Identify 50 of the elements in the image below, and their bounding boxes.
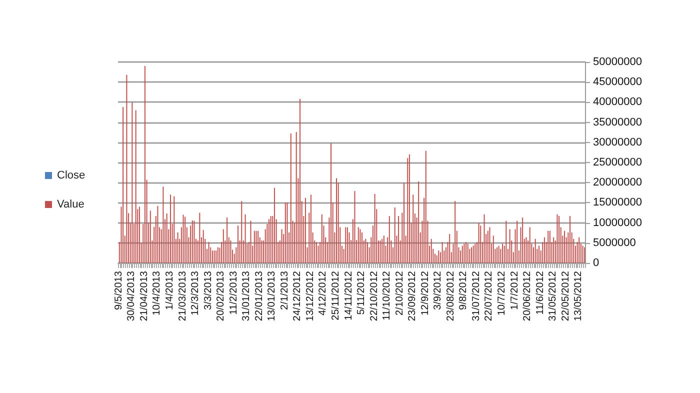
legend-label: Close	[57, 170, 86, 182]
x-tick-label: 21/03/2013	[177, 270, 188, 322]
x-tick-label: 22/05/2012	[560, 270, 572, 322]
x-tick-label: 9/5/2013	[113, 270, 124, 310]
y-tick-label: 10000000	[593, 216, 642, 229]
x-tick-label: 31/07/2012	[470, 270, 482, 322]
x-tick-label: 13/01/2013	[266, 270, 278, 322]
x-tick-label: 31/05/2012	[548, 270, 559, 322]
x-tick-label: 13/05/2012	[573, 270, 584, 322]
y-tick-label: 5000000	[593, 236, 636, 249]
x-tick-label: 3/9/2012	[432, 270, 444, 310]
x-tick-label: 25/11/2012	[330, 270, 342, 320]
x-tick-label: 21/04/2013	[138, 270, 150, 322]
x-tick-label: 20/02/2013	[216, 270, 227, 322]
x-tick-label: 23/09/2012	[407, 270, 418, 322]
y-tick-label: 0	[593, 257, 600, 269]
x-tick-label: 30/04/2013	[126, 270, 138, 322]
legend-label: Value	[57, 198, 84, 210]
x-tick-label: 5/11/2012	[356, 270, 368, 315]
x-tick-label: 1/4/2013	[164, 270, 176, 310]
y-tick-label: 20000000	[593, 176, 642, 189]
x-tick-label: 20/06/2012	[522, 270, 534, 322]
x-tick-label: 2/10/2012	[394, 270, 406, 316]
y-tick-label: 45000000	[593, 76, 642, 88]
x-tick-label: 23/08/2012	[445, 270, 456, 322]
x-tick-label: 1/7/2012	[509, 270, 520, 310]
y-tick-label: 15000000	[593, 196, 642, 209]
y-tick-label: 30000000	[593, 136, 642, 148]
x-tick-label: 11/6/2012	[534, 270, 546, 315]
x-tick-label: 22/10/2012	[368, 270, 380, 322]
x-tick-label: 14/11/2012	[343, 270, 354, 320]
x-tick-label: 11/2/2013	[228, 270, 240, 315]
x-tick-label: 11/10/2012	[382, 270, 393, 320]
x-tick-label: 31/01/2013	[241, 270, 252, 322]
x-tick-label: 12/9/2012	[420, 270, 431, 316]
x-tick-label: 3/3/2013	[202, 270, 214, 310]
x-tick-label: 22/07/2012	[484, 270, 495, 322]
x-tick-label: 4/12/2012	[318, 270, 329, 316]
y-tick-label: 35000000	[593, 116, 642, 128]
y-tick-label: 25000000	[593, 156, 642, 168]
x-tick-label: 9/8/2012	[458, 270, 470, 310]
x-tick-label: 10/7/2012	[496, 270, 508, 316]
x-tick-label: 24/12/2012	[292, 270, 304, 322]
x-tick-label: 10/4/2013	[152, 270, 163, 316]
y-tick-label: 50000000	[593, 56, 642, 68]
x-tick-label: 12/3/2013	[190, 270, 202, 316]
x-tick-label: 13/12/2012	[304, 270, 316, 322]
x-tick-label: 2/1/2013	[279, 270, 290, 310]
x-tick-label: 22/01/2013	[254, 270, 265, 322]
y-tick-label: 40000000	[593, 96, 642, 108]
